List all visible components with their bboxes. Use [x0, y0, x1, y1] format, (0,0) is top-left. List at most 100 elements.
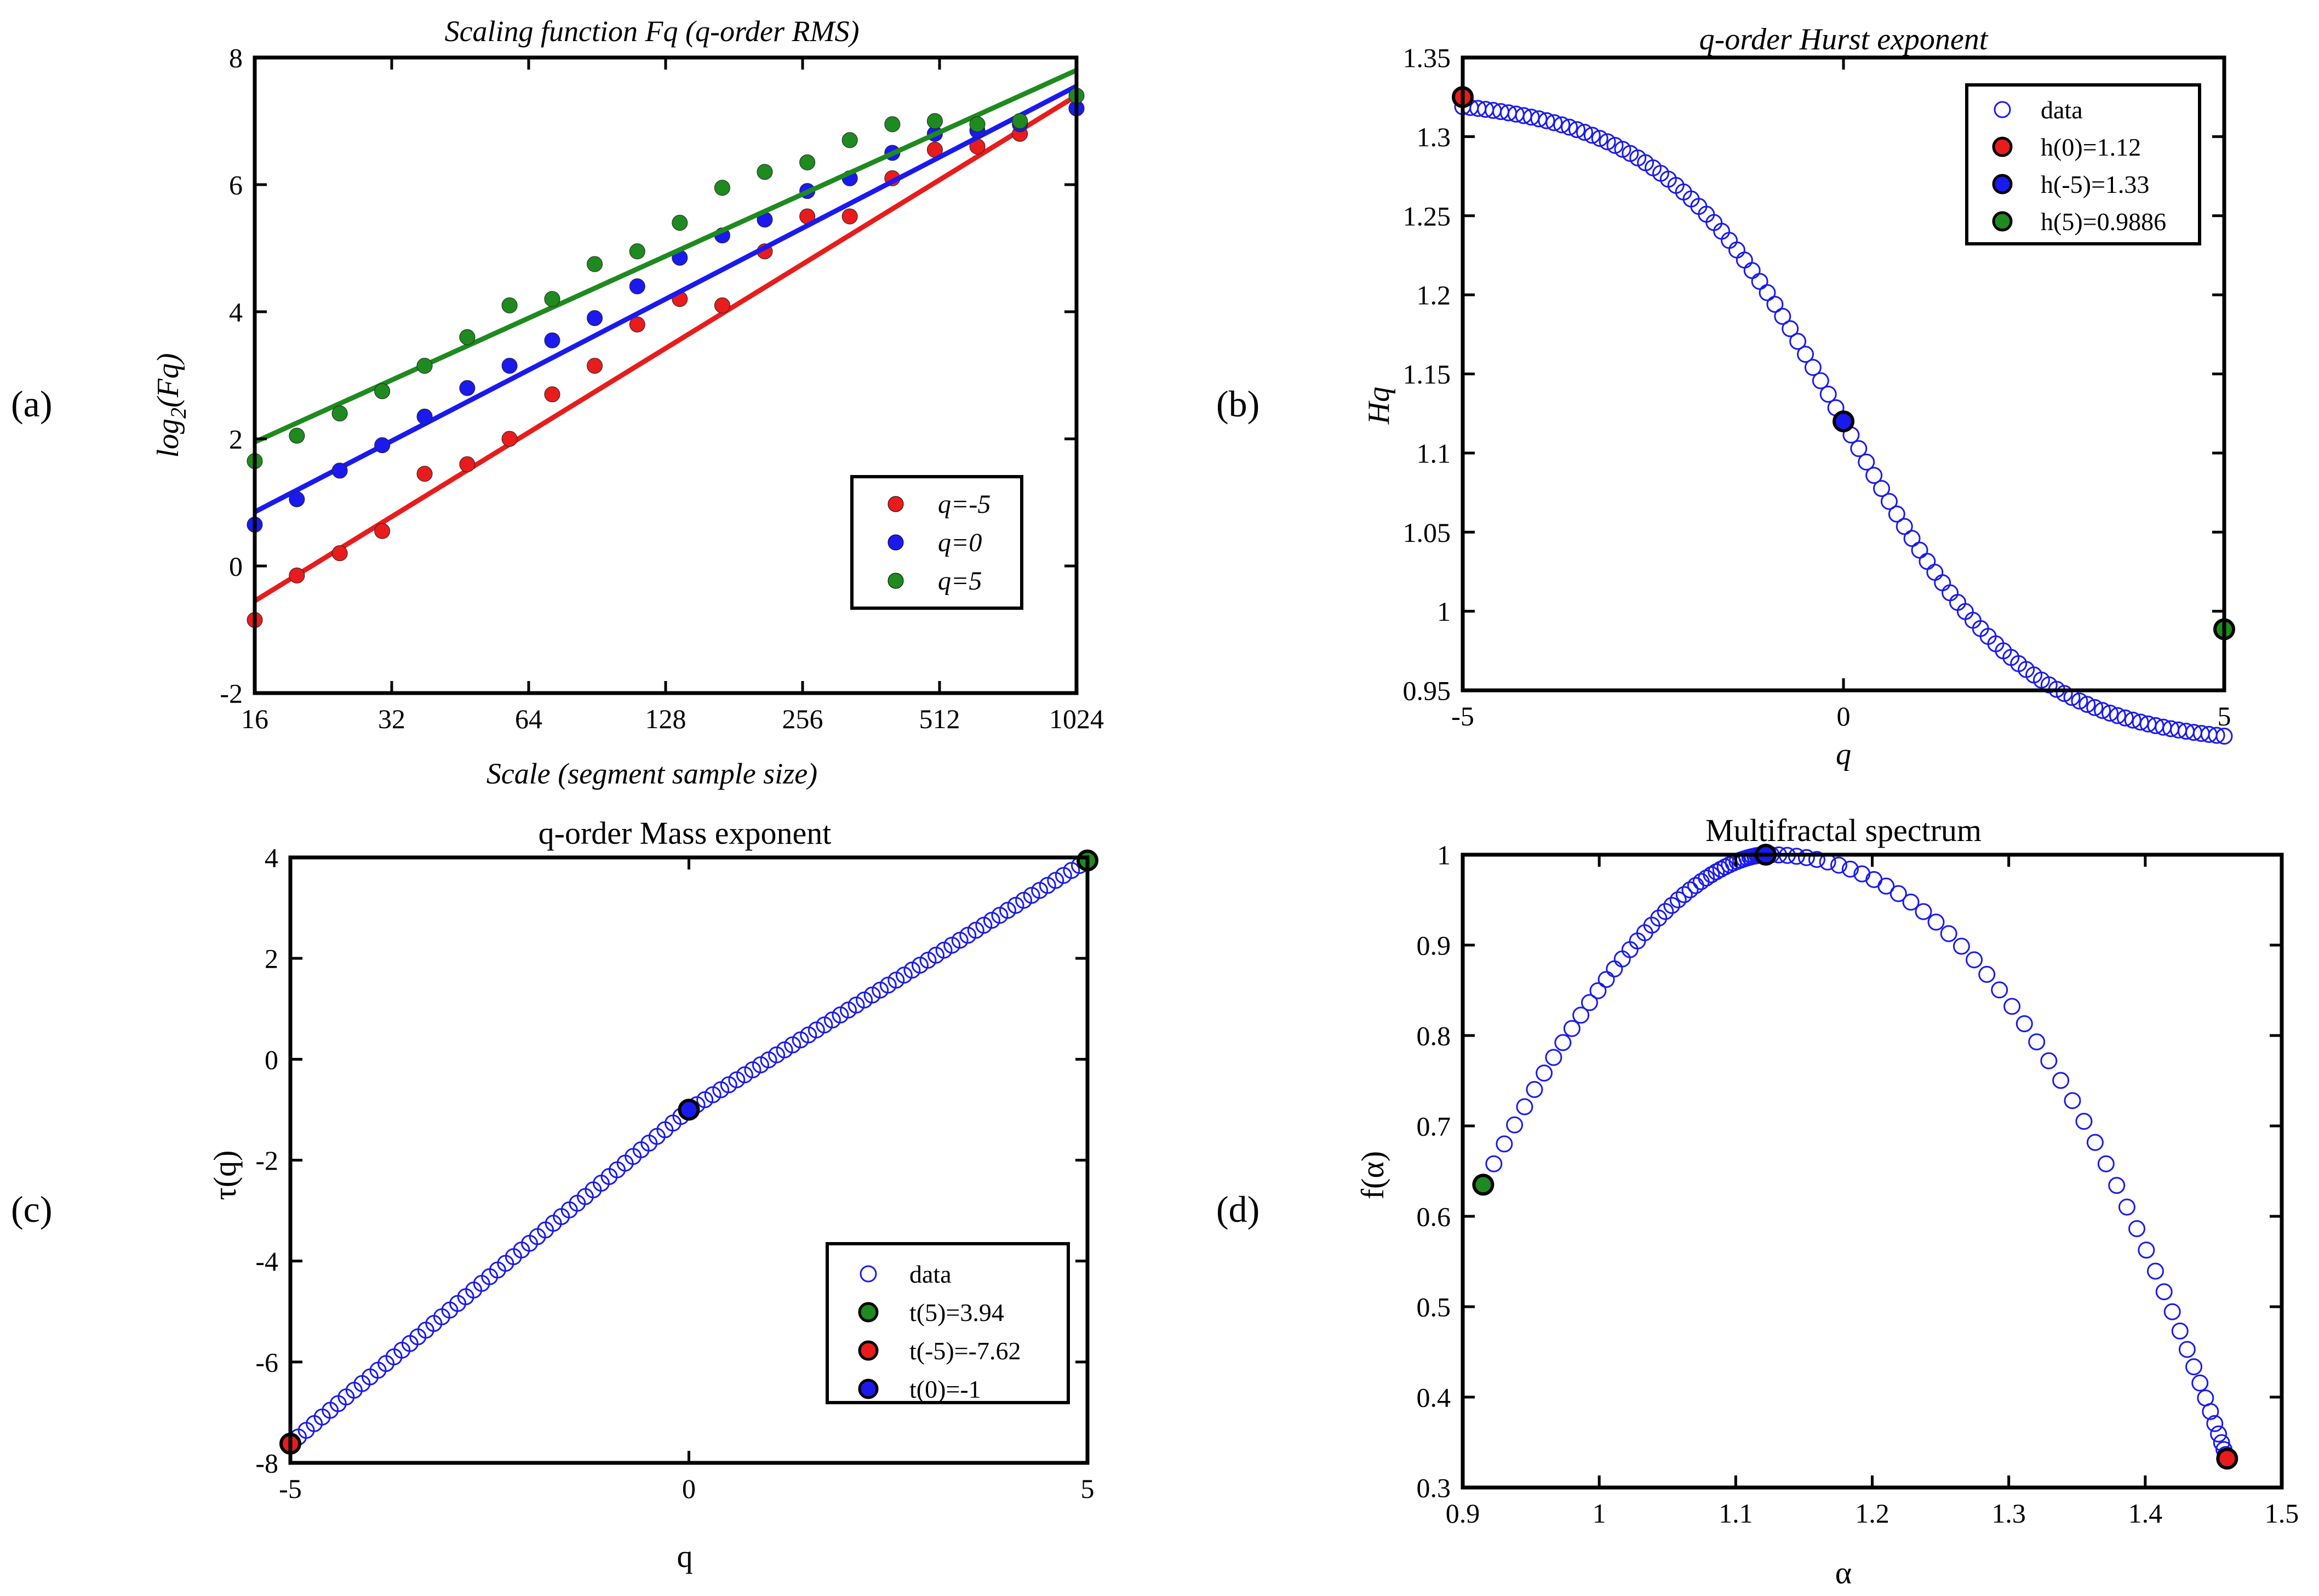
chart-b-data-point	[1545, 114, 1563, 131]
chart-a-point-blue	[374, 437, 391, 454]
chart-b-data-point	[2109, 707, 2126, 724]
chart-c-legend-box	[826, 1242, 1070, 1404]
chart-d-data-point	[1589, 982, 1607, 999]
chart-c-ytick-label: 2	[265, 943, 278, 974]
chart-d-data-point	[2015, 1015, 2033, 1032]
chart-d-title: Multifractal spectrum	[1705, 813, 1982, 848]
chart-c-legend: data t(5)=3.94 t(-5)=-7.62 t(0)=-1	[826, 1242, 1070, 1404]
chart-a-point-green	[799, 154, 816, 170]
chart-a-point-red	[544, 386, 560, 403]
chart-a-xtick-label: 64	[515, 703, 542, 734]
chart-a-ytick-label: 0	[229, 551, 243, 582]
chart-d-data-point	[1841, 860, 1859, 878]
chart-a-point-green	[501, 297, 518, 313]
chart-d-data-point	[2028, 1033, 2046, 1051]
chart-d-data-point	[1669, 891, 1687, 908]
chart-c-legend-marker-blue	[858, 1378, 879, 1399]
chart-d-data-point	[2108, 1177, 2126, 1194]
chart-d-ytick-label: 0.8	[1417, 1021, 1451, 1051]
chart-b-data-point	[2086, 699, 2104, 716]
chart-d-data-point	[1572, 1006, 1590, 1024]
chart-d-data-point	[1675, 886, 1693, 903]
chart-a-xtick-label: 256	[782, 703, 823, 734]
chart-a-point-green	[544, 291, 560, 307]
chart-a-point-green	[289, 427, 305, 444]
chart-c-xtick-label: 5	[1081, 1473, 1095, 1504]
chart-hurst-exponent: q-order Hurst exponent -5 0 5 0.95 1 1.05 1.1 1…	[1362, 22, 2235, 771]
chart-a-point-blue	[629, 278, 645, 295]
chart-c-ytick-label: -2	[255, 1145, 278, 1176]
chart-d-ylabel: f(α)	[1355, 1151, 1390, 1199]
chart-a-point-blue	[501, 358, 518, 374]
chart-scaling-function: Scaling function Fq (q-order RMS) 16 32 64…	[151, 15, 1104, 790]
chart-a-point-green	[416, 358, 433, 374]
chart-b-ylabel: Hq	[1362, 387, 1396, 425]
chart-a-plot-area: 16 32 64 128 256 512 1024 -2 0 2 4 6 8	[220, 43, 1104, 735]
chart-b-data-point	[1766, 295, 1784, 313]
chart-b-data-point	[1903, 530, 1921, 547]
chart-c-xtick-label: -5	[279, 1473, 302, 1504]
chart-d-data-point	[1978, 965, 1996, 983]
chart-c-legend-marker-data	[860, 1265, 877, 1283]
chart-b-ytick-label: 1.25	[1403, 201, 1451, 231]
chart-d-ytick-label: 0.7	[1417, 1111, 1451, 1142]
chart-a-ytick-label: 4	[229, 297, 243, 328]
panel-label-c: (c)	[11, 1188, 52, 1230]
chart-d-data-point	[1516, 1098, 1533, 1116]
chart-b-legend-marker-green	[1992, 211, 2013, 232]
chart-d-data-point	[2128, 1220, 2145, 1238]
chart-a-xtick-label: 128	[645, 703, 686, 734]
chart-a-point-red	[331, 545, 348, 562]
chart-d-data-point	[1506, 1116, 1524, 1134]
chart-c-xlabel: q	[677, 1538, 693, 1574]
chart-a-xtick-label: 1024	[1049, 703, 1104, 734]
chart-a-legend-marker-blue	[887, 534, 904, 551]
chart-c-legend-label-2: t(-5)=-7.62	[909, 1337, 1021, 1365]
chart-b-data-point	[2208, 727, 2225, 744]
chart-c-ytick-label: 4	[265, 843, 278, 873]
chart-a-ylabel: log2(Fq)	[151, 353, 191, 457]
chart-b-data-point	[1896, 518, 1913, 535]
chart-c-xtick-label: 0	[682, 1473, 696, 1504]
chart-b-data-point	[2055, 685, 2073, 702]
chart-d-data-point	[1703, 866, 1720, 884]
chart-a-point-green	[459, 329, 476, 345]
chart-b-data-point	[1576, 124, 1593, 141]
chart-d-data-point	[2086, 1134, 2104, 1151]
chart-a-legend-box	[850, 475, 1023, 610]
chart-a-point-green	[331, 405, 348, 422]
chart-a-ytick-label: 2	[229, 424, 243, 455]
chart-a-legend-label-0: q=-5	[938, 490, 990, 519]
chart-a-ytick-label: -2	[220, 678, 243, 709]
chart-b-data-point	[1561, 118, 1578, 136]
chart-a-point-red	[629, 316, 645, 333]
chart-d-data-point	[1952, 937, 1970, 955]
chart-d-plot-area: 0.9 1 1.1 1.2 1.3 1.4 1.5 0.3 0.4 0.5 0.6 0.7 0.8 0.9…	[1417, 840, 2299, 1529]
chart-b-data-point	[1865, 467, 1883, 484]
chart-c-ytick-label: -6	[255, 1347, 278, 1377]
chart-a-point-green	[629, 243, 645, 260]
chart-b-data-point	[1782, 320, 1799, 337]
chart-a-ylabel-sub: 2	[166, 408, 191, 419]
chart-d-xtick-label: 1.1	[1719, 1498, 1753, 1529]
chart-b-data-point	[1819, 386, 1837, 403]
chart-d-xtick-label: 1	[1593, 1498, 1606, 1529]
chart-b-data-point	[2094, 702, 2111, 719]
chart-a-ytick-label: 8	[229, 43, 243, 73]
chart-d-data-point	[1496, 1135, 1513, 1153]
chart-b-data-point	[1812, 372, 1829, 390]
chart-b-legend-marker-blue	[1992, 174, 2013, 195]
chart-b-axes-frame	[1461, 55, 2226, 693]
chart-d-data-point	[1830, 856, 1847, 874]
chart-d-data-point	[1927, 913, 1945, 931]
chart-b-data-point	[1538, 112, 1555, 129]
chart-a-title: Scaling function Fq (q-order RMS)	[445, 15, 860, 48]
chart-b-ytick-label: 1	[1437, 596, 1451, 627]
chart-d-xlabel: α	[1835, 1555, 1852, 1591]
chart-a-axes-frame	[253, 55, 1079, 695]
chart-a-point-green	[714, 180, 730, 196]
chart-a-point-green	[841, 132, 858, 148]
chart-d-data-point	[1485, 1155, 1503, 1172]
chart-d-data-point	[2138, 1242, 2155, 1259]
